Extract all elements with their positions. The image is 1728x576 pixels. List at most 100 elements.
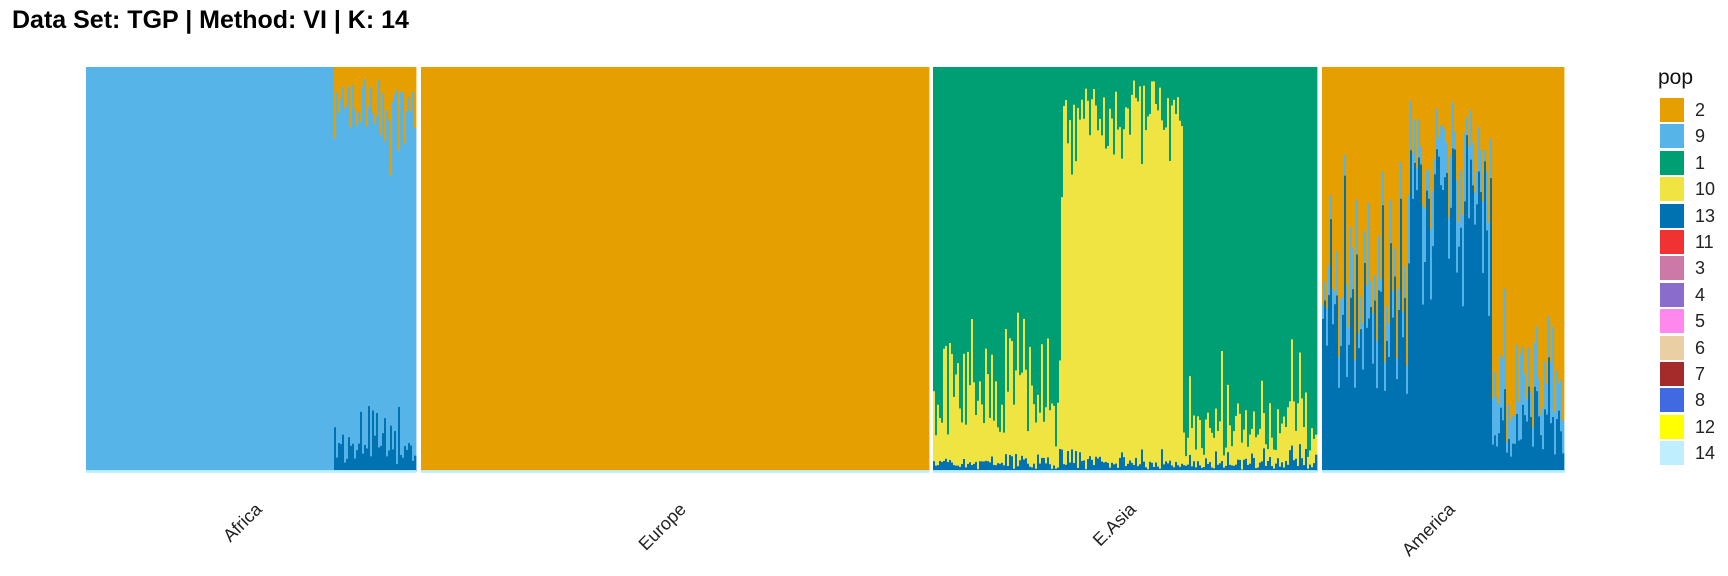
bar-segment-13 <box>1366 327 1369 472</box>
bar-segment-1 <box>1157 67 1160 111</box>
bar-segment-1 <box>1185 67 1188 457</box>
bar-segment-2 <box>841 67 844 472</box>
bar-segment-2 <box>1504 67 1507 289</box>
bar-segment-10 <box>943 348 946 461</box>
bar-segment-10 <box>1129 134 1132 461</box>
bar-segment-13 <box>1338 387 1341 472</box>
bar-segment-9 <box>1506 441 1509 453</box>
bar-segment-9 <box>176 67 179 472</box>
bar-segment-9 <box>1560 379 1563 432</box>
bar-segment-1 <box>1175 67 1178 115</box>
bar-segment-1 <box>1281 67 1284 424</box>
bar-segment-13 <box>1105 461 1108 472</box>
bar-segment-13 <box>1225 465 1228 472</box>
bar-segment-2 <box>370 67 373 88</box>
bar-segment-13 <box>1342 314 1345 472</box>
bar-segment-1 <box>1097 67 1100 131</box>
bar-segment-2 <box>507 67 510 472</box>
bar-segment-2 <box>1562 67 1565 421</box>
bar-segment-1 <box>1259 67 1262 429</box>
bar-segment-9 <box>1480 149 1483 193</box>
bar-segment-13 <box>1115 463 1118 472</box>
bar-segment-13 <box>1324 300 1327 472</box>
bar-segment-13 <box>1015 453 1018 472</box>
bar-segment-2 <box>887 67 890 472</box>
bar-segment-10 <box>1309 450 1312 465</box>
bar-segment-10 <box>1269 402 1272 457</box>
bar-segment-10 <box>1197 415 1200 462</box>
bar-segment-13 <box>1301 457 1304 472</box>
bar-segment-1 <box>1291 67 1294 340</box>
bar-segment-9 <box>198 67 201 472</box>
bar-segment-2 <box>793 67 796 472</box>
bar-segment-13 <box>1181 463 1184 472</box>
bar-segment-2 <box>1406 67 1409 366</box>
bar-segment-13 <box>1400 198 1403 472</box>
bar-segment-1 <box>1035 67 1038 423</box>
bar-segment-1 <box>987 67 990 375</box>
bar-segment-9 <box>330 67 333 472</box>
bar-segment-2 <box>727 67 730 472</box>
bar-segment-13 <box>1358 347 1361 472</box>
bar-segment-10 <box>1107 145 1110 463</box>
bar-segment-10 <box>1275 449 1278 464</box>
bar-segment-2 <box>731 67 734 472</box>
bar-segment-10 <box>1249 434 1252 464</box>
bar-segment-2 <box>1550 67 1553 362</box>
legend-label: 10 <box>1695 179 1716 200</box>
bar-segment-9 <box>1416 167 1419 191</box>
bar-segment-13 <box>378 447 381 472</box>
bar-segment-2 <box>473 67 476 472</box>
bar-segment-9 <box>324 67 327 472</box>
bar-segment-9 <box>396 89 399 465</box>
bar-segment-1 <box>1199 67 1202 420</box>
bar-segment-10 <box>947 434 950 463</box>
bar-segment-2 <box>741 67 744 472</box>
bar-segment-10 <box>1227 384 1230 453</box>
bar-segment-13 <box>1398 309 1401 472</box>
bar-segment-2 <box>342 67 345 87</box>
bar-segment-9 <box>1322 304 1325 319</box>
bar-segment-10 <box>1081 99 1084 462</box>
bar-segment-1 <box>1191 67 1194 429</box>
bar-segment-13 <box>1237 459 1240 472</box>
bar-segment-2 <box>871 67 874 472</box>
bar-segment-9 <box>1384 362 1387 391</box>
bar-segment-9 <box>1540 414 1543 436</box>
bar-segment-10 <box>1283 416 1286 468</box>
bar-segment-1 <box>1055 67 1058 447</box>
bar-segment-9 <box>304 67 307 472</box>
bar-segment-2 <box>795 67 798 472</box>
bar-segment-9 <box>140 67 143 472</box>
bar-segment-2 <box>1366 67 1369 286</box>
bar-segment-13 <box>1464 200 1467 472</box>
bar-segment-13 <box>370 455 373 472</box>
bar-segment-13 <box>1344 175 1347 472</box>
bar-segment-1 <box>1171 67 1174 106</box>
bar-segment-1 <box>1205 67 1208 420</box>
bar-segment-9 <box>1562 420 1565 454</box>
bar-segment-1 <box>1285 67 1288 427</box>
bar-segment-1 <box>1155 67 1158 104</box>
bar-segment-1 <box>1223 67 1226 456</box>
bar-segment-2 <box>619 67 622 472</box>
bar-segment-2 <box>577 67 580 472</box>
bar-segment-2 <box>1364 67 1367 231</box>
bar-segment-2 <box>497 67 500 472</box>
bar-segment-2 <box>1426 67 1429 171</box>
bar-segment-2 <box>689 67 692 472</box>
bar-segment-13 <box>979 460 982 472</box>
bar-segment-10 <box>1257 434 1260 468</box>
bar-segment-13 <box>1221 460 1224 472</box>
bar-segment-9 <box>218 67 221 472</box>
bar-segment-10 <box>1251 428 1254 454</box>
bar-segment-13 <box>1281 461 1284 472</box>
bar-segment-2 <box>1398 67 1401 289</box>
bar-segment-2 <box>1418 67 1421 120</box>
bar-segment-1 <box>1105 67 1108 149</box>
bar-segment-2 <box>825 67 828 472</box>
bar-segment-2 <box>1354 67 1357 360</box>
bar-segment-2 <box>487 67 490 472</box>
bar-segment-10 <box>997 426 1000 464</box>
bar-segment-10 <box>1119 126 1122 458</box>
